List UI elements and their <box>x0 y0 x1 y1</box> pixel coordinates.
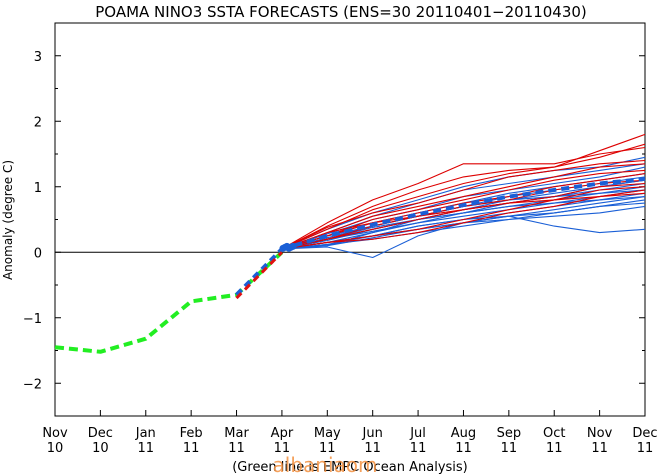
forecast-member-line <box>281 189 646 250</box>
y-tick-label: 1 <box>34 181 42 196</box>
x-tick-label-year: 11 <box>546 441 563 456</box>
x-tick-label-year: 11 <box>137 441 154 456</box>
start-marker <box>289 242 297 250</box>
x-tick-label-year: 10 <box>47 441 64 456</box>
forecast-member-line <box>281 156 646 250</box>
chart-title: POAMA NINO3 SSTA FORECASTS (ENS=30 20110… <box>95 3 587 21</box>
y-tick-label: 2 <box>34 115 42 130</box>
x-tick-label-year: 11 <box>637 441 654 456</box>
x-tick-label-month: Aug <box>451 426 476 441</box>
x-tick-label-year: 11 <box>228 441 245 456</box>
footnote: (Green line is EMPC Ocean Analysis) <box>232 460 468 475</box>
forecast-member-line <box>281 159 646 250</box>
plot-area: −2−10123Nov10Dec10Jan11Feb11Mar11Apr11Ma… <box>23 22 658 456</box>
x-tick-label-year: 11 <box>591 441 608 456</box>
y-tick-label: 3 <box>34 50 42 65</box>
y-tick-label: −1 <box>23 312 42 327</box>
x-tick-label-month: Jun <box>362 426 383 441</box>
x-tick-label-month: Jan <box>135 426 156 441</box>
y-axis-label: Anomaly (degree C) <box>1 160 15 280</box>
x-tick-label-month: Jul <box>409 426 426 441</box>
forecast-member-line <box>281 169 646 250</box>
forecast-member-line <box>281 163 646 250</box>
x-tick-label-year: 11 <box>364 441 381 456</box>
watermark: albaniaom <box>273 453 378 476</box>
analysis-line <box>54 250 284 354</box>
x-tick-label-year: 11 <box>183 441 200 456</box>
x-tick-label-year: 10 <box>92 441 109 456</box>
x-tick-label-year: 11 <box>274 441 291 456</box>
x-tick-label-year: 11 <box>501 441 518 456</box>
transition-line-blue <box>235 247 284 297</box>
x-tick-label-month: Apr <box>271 426 294 441</box>
x-tick-label-month: Dec <box>88 426 113 441</box>
y-tick-label: 0 <box>34 246 42 261</box>
x-tick-label-month: Nov <box>587 426 613 441</box>
y-tick-label: −2 <box>23 377 42 392</box>
x-tick-label-year: 11 <box>319 441 336 456</box>
x-tick-label-month: Sep <box>497 426 522 441</box>
forecast-member-line <box>281 186 646 250</box>
x-tick-label-month: May <box>314 426 341 441</box>
forecast-member-line <box>281 146 646 250</box>
ensemble-mean-line <box>281 176 646 251</box>
x-tick-label-year: 11 <box>410 441 427 456</box>
forecast-member-line <box>281 189 646 250</box>
x-tick-label-month: Mar <box>224 426 249 441</box>
transition-line-red <box>235 251 283 300</box>
forecast-member-line <box>281 133 646 250</box>
x-tick-label-month: Nov <box>42 426 68 441</box>
x-tick-label-month: Dec <box>632 426 657 441</box>
x-tick-label-year: 11 <box>455 441 472 456</box>
forecast-member-line <box>281 192 646 250</box>
x-tick-label-month: Feb <box>180 426 203 441</box>
x-tick-label-month: Oct <box>543 426 565 441</box>
